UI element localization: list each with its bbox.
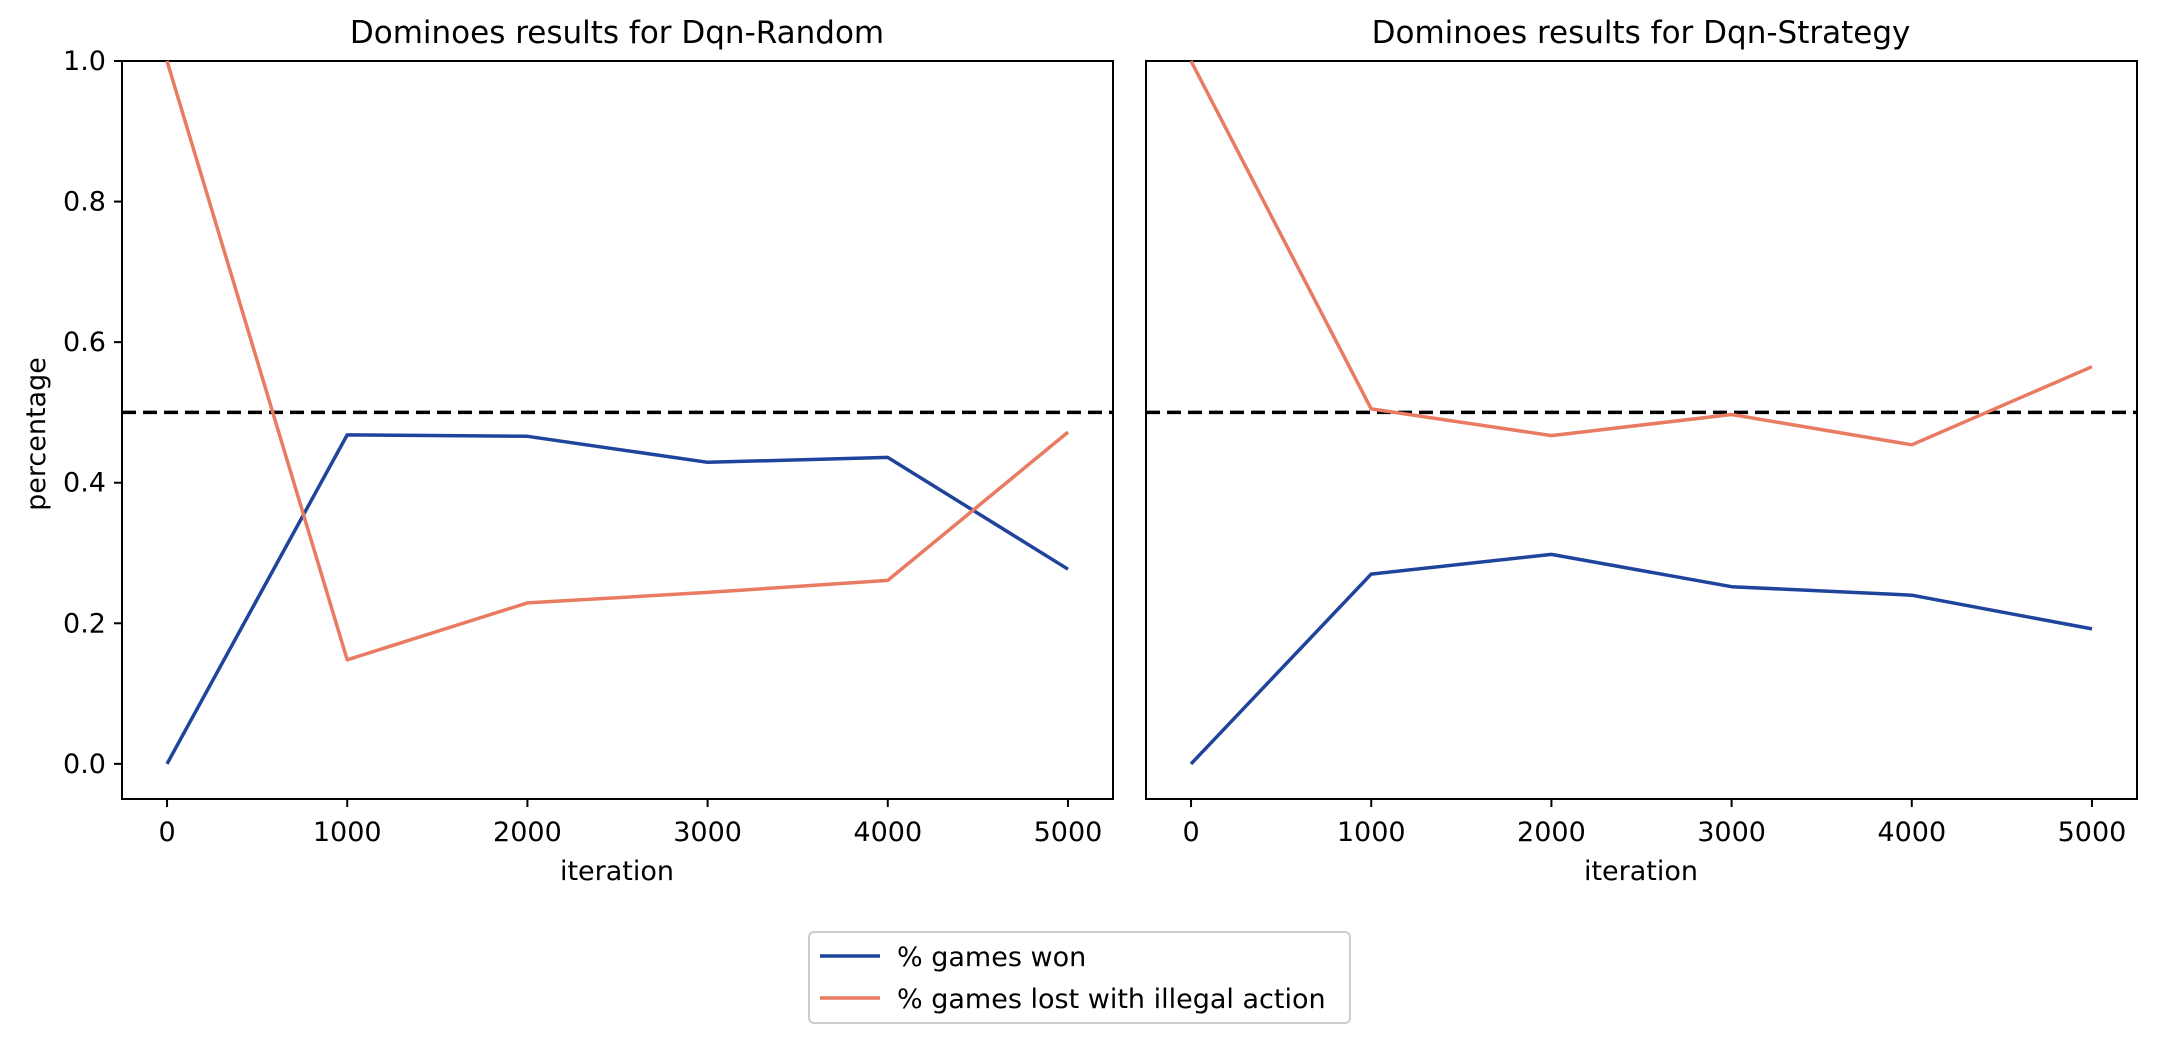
y-tick-label: 0.8 [63, 187, 106, 218]
y-tick-label: 0.2 [63, 608, 106, 639]
series-line-won [165, 433, 1069, 765]
x-axis-label: iteration [1584, 856, 1698, 887]
legend: % games won % games lost with illegal ac… [808, 931, 1351, 1024]
x-tick-label: 4000 [1877, 817, 1946, 848]
legend-frame [808, 931, 1351, 1024]
x-axis-label: iteration [560, 856, 674, 887]
x-tick-label: 3000 [1697, 817, 1766, 848]
y-tick-label: 0.6 [63, 327, 106, 358]
chart-title: Dominoes results for Dqn-Strategy [1372, 15, 1911, 51]
legend-label-illegal: % games lost with illegal action [897, 984, 1326, 1015]
chart-panel-dqn-strategy: 0 1000 2000 3000 4000 5000 Dominoes results f… [1145, 15, 2138, 887]
x-tick-label: 2000 [1517, 817, 1586, 848]
y-axis-label: percentage [21, 357, 52, 511]
x-tick-label: 5000 [2058, 817, 2127, 848]
legend-label-won: % games won [897, 942, 1086, 973]
axes-frame [121, 60, 1114, 800]
x-tick-label: 3000 [673, 817, 742, 848]
x-tick-label: 5000 [1034, 817, 1103, 848]
axes-frame [1145, 60, 2138, 800]
chart-title: Dominoes results for Dqn-Random [350, 15, 884, 51]
x-tick-label: 4000 [853, 817, 922, 848]
x-tick-label: 1000 [313, 817, 382, 848]
x-tick-label: 2000 [493, 817, 562, 848]
series-line-illegal [165, 60, 1070, 662]
y-tick-label: 0.4 [63, 468, 106, 499]
series-line-illegal [1189, 60, 2093, 447]
x-tick-label: 0 [1182, 817, 1199, 848]
chart-panel-dqn-random: 0 1000 2000 3000 4000 50000.00.20.40.60.81.0 … [21, 15, 1114, 887]
y-tick-label: 0.0 [63, 749, 106, 780]
x-tick-label: 0 [158, 817, 175, 848]
x-tick-label: 1000 [1337, 817, 1406, 848]
y-tick-label: 1.0 [63, 46, 106, 77]
series-line-won [1189, 552, 2093, 766]
